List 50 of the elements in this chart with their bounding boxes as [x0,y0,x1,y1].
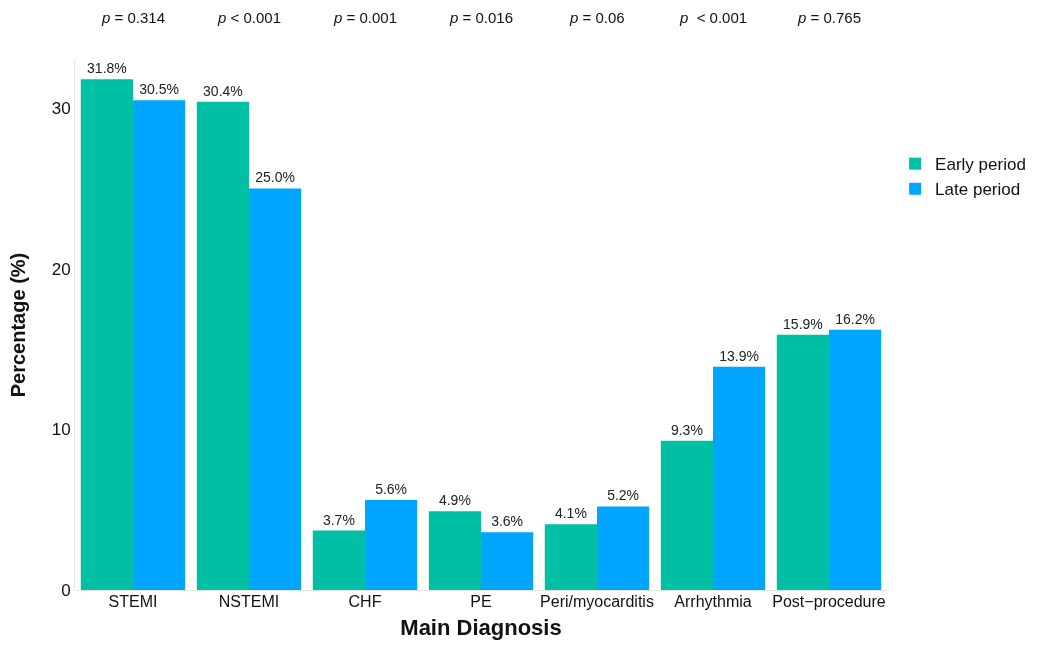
y-tick-label: 20 [51,259,71,279]
data-label: 5.2% [607,487,640,504]
data-label: 31.8% [87,60,127,77]
x-tick-label: NSTEMI [218,593,280,610]
x-tick-label: Peri/myocarditis [540,593,654,610]
bar [196,101,249,590]
y-tick-label: 30 [51,99,71,119]
bar [133,100,186,590]
x-tick-label: Post−procedure [772,593,886,610]
bar [249,188,302,590]
text: p = 0.001 [333,9,397,26]
data-label: 4.1% [554,505,587,522]
data-label: 3.7% [322,511,355,528]
text: p = 0.016 [449,9,513,26]
bar [80,79,133,590]
data-label: 3.6% [491,513,524,530]
legend-label: Late period [935,180,1021,200]
bar [428,511,481,590]
bar [481,532,534,590]
data-label: 4.9% [438,492,471,509]
x-tick-label: PE [470,593,492,610]
text: p = 0.314 [101,9,165,26]
bar [776,334,829,590]
data-label: 25.0% [255,169,295,186]
data-label: 30.4% [203,82,243,99]
x-tick-label: STEMI [108,593,158,610]
text: p = 0.06 [569,9,625,26]
data-label: 13.9% [719,347,759,364]
bar [829,329,882,590]
legend-label: Early period [935,155,1026,175]
bar [544,524,597,590]
bar [365,500,418,590]
data-label: 30.5% [139,81,179,98]
data-label: 9.3% [670,421,703,438]
x-tick-label: Arrhythmia [674,593,752,610]
bar [312,530,365,590]
data-label: 16.2% [835,310,875,327]
y-tick-label: 10 [51,420,71,440]
data-label: 5.6% [375,481,408,498]
bar [713,366,766,590]
data-label: 15.9% [783,315,823,332]
text: p < 0.001 [679,9,748,26]
text: p < 0.001 [217,9,281,26]
x-tick-label: CHF [348,593,382,610]
y-axis-title: Percentage (%) [7,252,29,398]
text: p = 0.765 [797,9,861,26]
x-axis-title: Main Diagnosis [400,614,562,640]
y-tick-label: 0 [61,580,71,600]
bar [597,506,650,590]
bar [660,440,713,590]
